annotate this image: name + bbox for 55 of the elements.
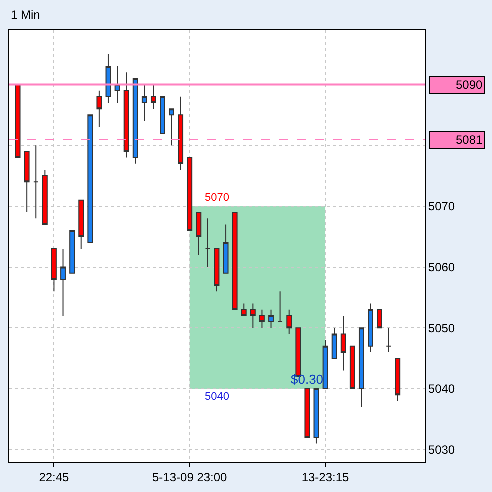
candlestick <box>88 114 94 244</box>
y-tick-label: 5050 <box>428 321 456 336</box>
candlestick <box>33 145 39 220</box>
y-tick-label: 5060 <box>428 260 456 274</box>
candlestick <box>241 303 247 316</box>
x-tick-label: 22:45 <box>39 470 70 484</box>
ref-line-label: 5090 <box>456 78 483 92</box>
y-tick-label: 5030 <box>428 443 456 458</box>
annotation: $0.30 <box>291 372 324 387</box>
candlestick <box>340 315 346 372</box>
chart-title: 1 Min <box>11 8 40 22</box>
annotation: 5070 <box>205 192 230 204</box>
candlestick <box>124 72 130 158</box>
candlestick <box>278 291 284 323</box>
candlestick <box>358 328 364 408</box>
candlestick <box>60 248 66 316</box>
candlestick <box>205 218 211 268</box>
x-tick-label: 13-23:15 <box>302 470 350 484</box>
candlestick <box>70 230 76 274</box>
candlestick <box>322 340 328 390</box>
candlestick <box>377 309 382 329</box>
candlestick <box>169 108 174 146</box>
candlestick <box>178 96 184 170</box>
candlestick <box>232 212 238 310</box>
candlestick <box>386 328 392 353</box>
ref-line-label: 5081 <box>456 133 483 147</box>
candlestick <box>142 84 148 122</box>
candlestick <box>24 151 30 214</box>
candlestick <box>187 157 193 232</box>
candlestick <box>260 309 265 329</box>
candlestick <box>350 346 356 390</box>
x-tick-label: 5-13-09 23:00 <box>152 470 228 484</box>
candlestick <box>395 358 401 402</box>
candlestick <box>314 388 320 444</box>
candlestick <box>304 388 310 438</box>
candlestick <box>196 212 202 256</box>
candlestick <box>332 328 338 360</box>
candlestick <box>132 78 138 164</box>
candlestick <box>368 303 374 353</box>
y-tick-label: 5040 <box>428 382 456 396</box>
candlestick <box>286 309 292 335</box>
candlestick <box>42 169 48 226</box>
annotation: 5040 <box>205 391 230 403</box>
candlestick <box>78 200 84 250</box>
candlestick <box>150 84 156 110</box>
candlestick <box>160 96 166 134</box>
candlestick <box>15 84 21 158</box>
candlestick <box>96 90 102 128</box>
candlestick <box>106 54 112 104</box>
candlestick <box>250 303 256 329</box>
y-tick-label: 5070 <box>428 200 456 214</box>
candlestick <box>223 224 229 274</box>
candlestick <box>268 309 274 329</box>
candlestick <box>52 248 57 292</box>
candlestick <box>214 248 220 292</box>
